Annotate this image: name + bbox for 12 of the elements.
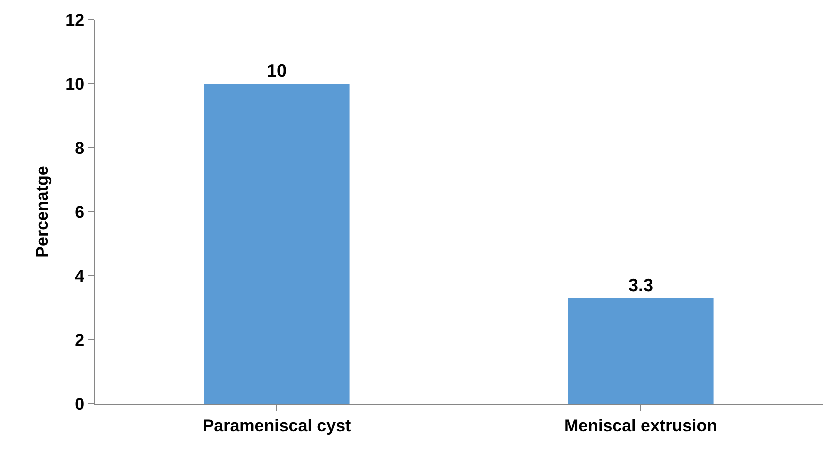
data-label: 3.3 (628, 275, 654, 296)
y-tick-label: 10 (66, 74, 85, 94)
y-tick-label: 6 (75, 202, 85, 222)
y-tick-label: 0 (75, 394, 85, 414)
y-tick-label: 12 (66, 10, 85, 30)
y-axis-title: Percenatge (33, 166, 52, 258)
y-tick-label: 2 (75, 330, 85, 350)
y-tick-label: 8 (75, 138, 85, 158)
x-tick-label: Parameniscal cyst (202, 416, 352, 436)
x-tick-label: Meniscal extrusion (564, 416, 718, 436)
y-tick-label: 4 (75, 266, 86, 286)
data-label: 10 (266, 61, 288, 81)
